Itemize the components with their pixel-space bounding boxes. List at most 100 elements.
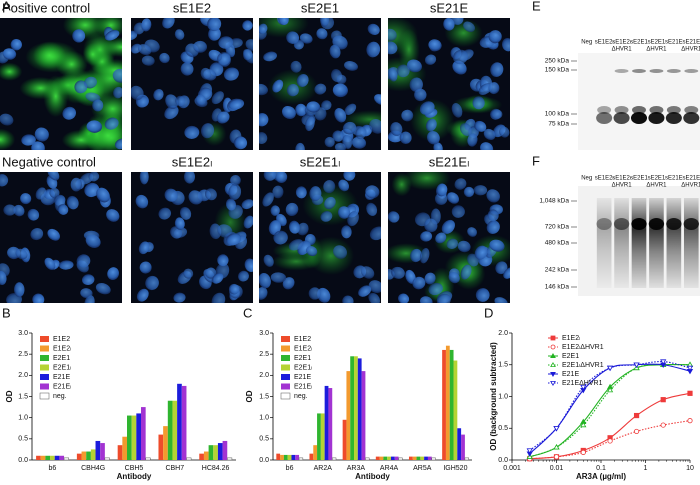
nucleus (486, 189, 500, 203)
bar (298, 457, 304, 461)
nucleus (441, 219, 455, 234)
nucleus (174, 29, 185, 40)
nucleus (299, 33, 313, 44)
blot (578, 53, 700, 150)
bar (387, 456, 391, 460)
nucleus (263, 51, 277, 62)
x-tick-label: AR4A (380, 465, 399, 472)
y-tick-label: 2.0 (259, 372, 269, 379)
nucleus (218, 36, 234, 49)
nucleus (405, 269, 416, 284)
y-axis-label: OD (245, 390, 254, 402)
nucleus (434, 192, 448, 205)
bar (412, 456, 417, 460)
nucleus (412, 276, 426, 290)
legend-marker (550, 362, 556, 367)
panel-label: E (532, 0, 541, 13)
legend-marker (550, 372, 556, 377)
nucleus (104, 117, 119, 130)
nucleus (243, 215, 253, 229)
panel-label: F (532, 153, 540, 168)
lane-label: sE2E1 (648, 40, 666, 46)
bar (276, 453, 281, 460)
nucleus (259, 113, 269, 127)
legend-label: E2E1 (53, 355, 70, 362)
nucleus (204, 188, 217, 201)
nucleus (334, 108, 347, 123)
legend-swatch (281, 345, 290, 352)
bar (203, 451, 209, 460)
nucleus (424, 272, 436, 285)
nucleus (174, 217, 185, 230)
bar (167, 400, 173, 460)
lane-modifier: ΔHVR1 (681, 47, 700, 53)
legend-label: E1E2ₗ (562, 335, 580, 342)
nucleus (489, 239, 505, 252)
nucleus (139, 172, 149, 185)
mw-marker: 100 kDa (545, 111, 570, 118)
y-tick-label: 2.0 (498, 330, 508, 337)
smear (631, 198, 647, 288)
bar (208, 445, 214, 460)
nucleus (49, 187, 60, 199)
nucleus (281, 105, 296, 120)
nucleus (472, 96, 485, 110)
nucleus (21, 134, 36, 146)
nucleus (358, 285, 372, 297)
band (683, 218, 699, 230)
x-tick-label: CBH4G (81, 465, 105, 472)
nucleus (184, 125, 200, 139)
nucleus (158, 207, 172, 220)
nucleus (333, 245, 348, 259)
bar (320, 413, 325, 460)
legend-label: E1E2 (294, 336, 311, 343)
smear (683, 198, 699, 288)
nucleus (490, 109, 503, 120)
bar (350, 356, 355, 460)
lane-label: sE1E2ₗ (595, 40, 614, 46)
nucleus (355, 126, 367, 140)
nucleus (0, 174, 9, 187)
nucleus (467, 227, 477, 237)
bar (280, 454, 284, 460)
lane-label: sE21E (682, 176, 700, 182)
green-signal (391, 172, 412, 197)
nucleus (414, 88, 427, 102)
nucleus (309, 186, 322, 202)
legend-label: E21EΔHVR1 (562, 380, 603, 387)
x-axis-label: Antibody (117, 472, 152, 481)
nucleus (225, 233, 242, 246)
band (648, 112, 665, 124)
y-tick-label: 1.0 (498, 393, 508, 400)
nucleus (35, 187, 47, 200)
nucleus (131, 85, 144, 101)
nucleus (200, 123, 215, 139)
x-tick-label: 1 (644, 465, 648, 472)
x-tick-label: HC84.26 (202, 465, 230, 472)
nucleus (238, 270, 249, 282)
nucleus (278, 18, 289, 25)
bar (227, 457, 233, 461)
bar (86, 451, 91, 460)
y-tick-label: 1.5 (498, 362, 508, 369)
legend-label: E1E2ₗ (53, 345, 71, 352)
y-tick-label: 0.0 (498, 457, 508, 464)
nucleus (290, 60, 302, 73)
legend-label: E1E2ₗΔHVR1 (562, 344, 604, 351)
nucleus (175, 95, 186, 107)
nucleus (230, 175, 241, 186)
nucleus (62, 106, 77, 120)
y-tick-label: 0.5 (259, 436, 269, 443)
nucleus (30, 228, 44, 241)
bar (54, 455, 60, 460)
nucleus (272, 79, 284, 93)
bar (90, 449, 96, 460)
x-tick-label: 10 (686, 465, 694, 472)
bar (383, 456, 388, 460)
nucleus (141, 18, 152, 32)
bar (408, 456, 413, 460)
bar (431, 457, 436, 461)
nucleus (288, 239, 304, 251)
nucleus (474, 120, 487, 132)
nucleus (435, 232, 447, 244)
